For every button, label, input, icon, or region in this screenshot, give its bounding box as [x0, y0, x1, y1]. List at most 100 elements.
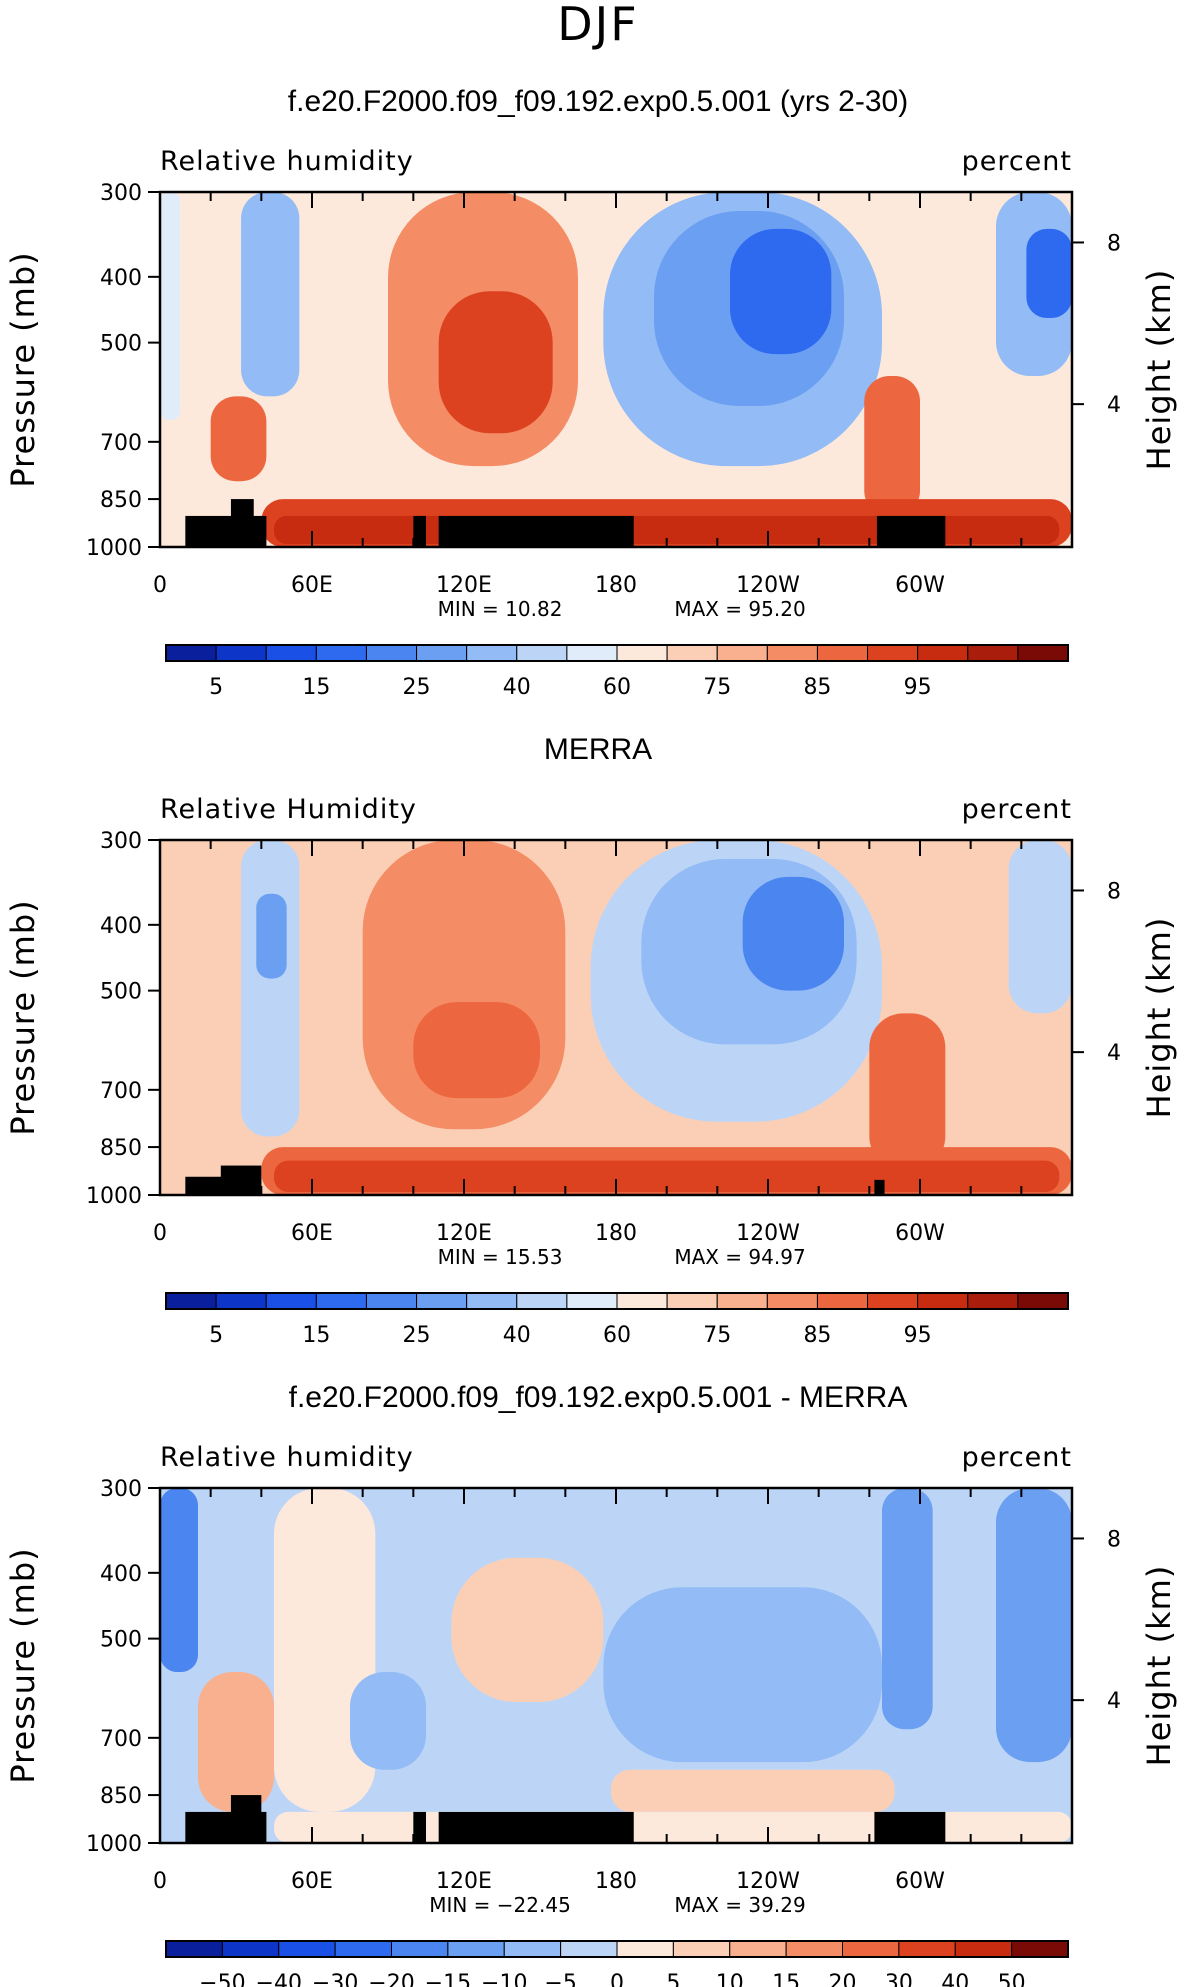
colorbar-box-5 — [416, 644, 468, 662]
units-label: percent — [962, 1442, 1072, 1473]
colorbar-box-17 — [1017, 1292, 1069, 1310]
contour-field — [160, 840, 1072, 1195]
y2-tick-label: 4 — [1107, 393, 1121, 418]
contour-field — [160, 192, 1072, 547]
colorbar-box-11 — [785, 1940, 843, 1958]
colorbar-box-4 — [365, 1292, 418, 1310]
x-tick-label: 120W — [736, 1221, 800, 1246]
contour-region-3 — [210, 396, 267, 482]
y2-tick-label: 8 — [1107, 1527, 1121, 1552]
colorbar-box-9 — [616, 1292, 668, 1310]
colorbar-box-13 — [816, 1292, 869, 1310]
topography-mask-2 — [874, 1179, 885, 1195]
topography-mask-1 — [220, 1165, 262, 1195]
colorbar-box-0 — [165, 1940, 223, 1958]
contour-region-3 — [274, 1488, 376, 1812]
colorbar-box-2 — [265, 1292, 317, 1310]
colorbar-label: 60 — [603, 675, 631, 700]
y2-tick-label: 4 — [1107, 1041, 1121, 1066]
colorbar-label: 15 — [302, 675, 330, 700]
y-tick-label: 400 — [100, 266, 142, 291]
y-tick-label: 1000 — [86, 1832, 142, 1857]
contour-region-11 — [864, 376, 920, 516]
colorbar-frame — [165, 1940, 1069, 1958]
colorbar-label: 75 — [703, 1323, 731, 1348]
colorbar-box-13 — [816, 644, 869, 662]
topography-mask-0 — [185, 515, 267, 547]
contour-region-1 — [160, 1488, 198, 1673]
panel-title: f.e20.F2000.f09_f09.192.exp0.5.001 - MER… — [289, 1381, 908, 1414]
colorbar-label: 15 — [302, 1323, 330, 1348]
colorbar-label: 95 — [904, 675, 932, 700]
colorbar-box-1 — [221, 1940, 280, 1958]
contour-region-4 — [350, 1672, 426, 1770]
colorbar-label: 5 — [209, 675, 223, 700]
topography-mask-1 — [230, 1795, 262, 1843]
colorbar-box-0 — [165, 1292, 217, 1310]
colorbar-box-6 — [503, 1940, 562, 1958]
min-value-text: MIN = 10.82 — [438, 597, 563, 621]
colorbar-box-8 — [566, 644, 618, 662]
max-value-text: MAX = 95.20 — [674, 597, 805, 621]
topography-mask-2 — [413, 1811, 426, 1843]
y2-axis-label: Height (km) — [1140, 917, 1178, 1119]
colorbar-label: 40 — [941, 1971, 969, 1987]
colorbar-box-7 — [560, 1940, 618, 1958]
contour-region-2 — [198, 1672, 274, 1812]
min-value-text: MIN = 15.53 — [438, 1245, 563, 1269]
x-tick-label: 60E — [291, 573, 333, 598]
colorbar-box-9 — [672, 1940, 731, 1958]
colorbar-box-12 — [766, 644, 818, 662]
x-tick-label: 0 — [153, 573, 167, 598]
colorbar-label: 15 — [772, 1971, 800, 1987]
colorbar-box-10 — [666, 644, 718, 662]
contour-region-2 — [241, 192, 300, 397]
colorbar-frame — [165, 644, 1069, 662]
contour-region-5 — [438, 291, 553, 434]
colorbar-box-17 — [1017, 644, 1069, 662]
x-tick-label: 120E — [436, 1221, 492, 1246]
colorbar-label: 85 — [803, 1323, 831, 1348]
y-tick-label: 700 — [100, 1727, 142, 1752]
colorbar-box-14 — [954, 1940, 1013, 1958]
colorbar-label: 50 — [998, 1971, 1026, 1987]
colorbar-box-2 — [265, 644, 317, 662]
y-tick-label: 400 — [100, 1562, 142, 1587]
y-tick-label: 850 — [100, 488, 142, 513]
colorbar-box-2 — [278, 1940, 336, 1958]
contour-region-11 — [274, 1160, 1060, 1193]
y-axis-label: Pressure (mb) — [4, 1547, 42, 1783]
x-tick-label: 60E — [291, 1869, 333, 1894]
colorbar-box-11 — [716, 1292, 768, 1310]
y-tick-label: 850 — [100, 1784, 142, 1809]
colorbar-label: −50 — [199, 1971, 245, 1987]
contour-region-4 — [413, 1002, 540, 1099]
colorbar-box-8 — [616, 1940, 674, 1958]
topography-mask-3 — [438, 1811, 634, 1843]
variable-label: Relative Humidity — [160, 794, 417, 825]
colorbar-box-7 — [516, 644, 568, 662]
x-tick-label: 180 — [595, 1869, 637, 1894]
variable-label: Relative humidity — [160, 1442, 414, 1473]
panel-title: MERRA — [544, 733, 652, 766]
colorbar-box-16 — [967, 1292, 1019, 1310]
contour-region-5 — [451, 1557, 604, 1703]
contour-region-10 — [274, 1811, 1072, 1843]
colorbar-label: −20 — [368, 1971, 414, 1987]
topography-mask-3 — [438, 515, 634, 547]
figure-title: DJF — [557, 0, 638, 51]
colorbar-label: −5 — [544, 1971, 576, 1987]
colorbar-box-10 — [666, 1292, 718, 1310]
colorbar-label: −30 — [312, 1971, 358, 1987]
topography-mask-2 — [413, 515, 426, 547]
colorbar-box-7 — [516, 1292, 568, 1310]
panel-3: f.e20.F2000.f09_f09.192.exp0.5.001 - MER… — [4, 1381, 1178, 1987]
x-tick-label: 120W — [736, 1869, 800, 1894]
x-tick-label: 60E — [291, 1221, 333, 1246]
y-tick-label: 1000 — [86, 1184, 142, 1209]
contour-region-10 — [1026, 228, 1072, 319]
y2-axis-label: Height (km) — [1140, 1565, 1178, 1767]
colorbar-box-15 — [917, 644, 969, 662]
colorbar-label: 20 — [829, 1971, 857, 1987]
contour-region-7 — [882, 1488, 933, 1730]
